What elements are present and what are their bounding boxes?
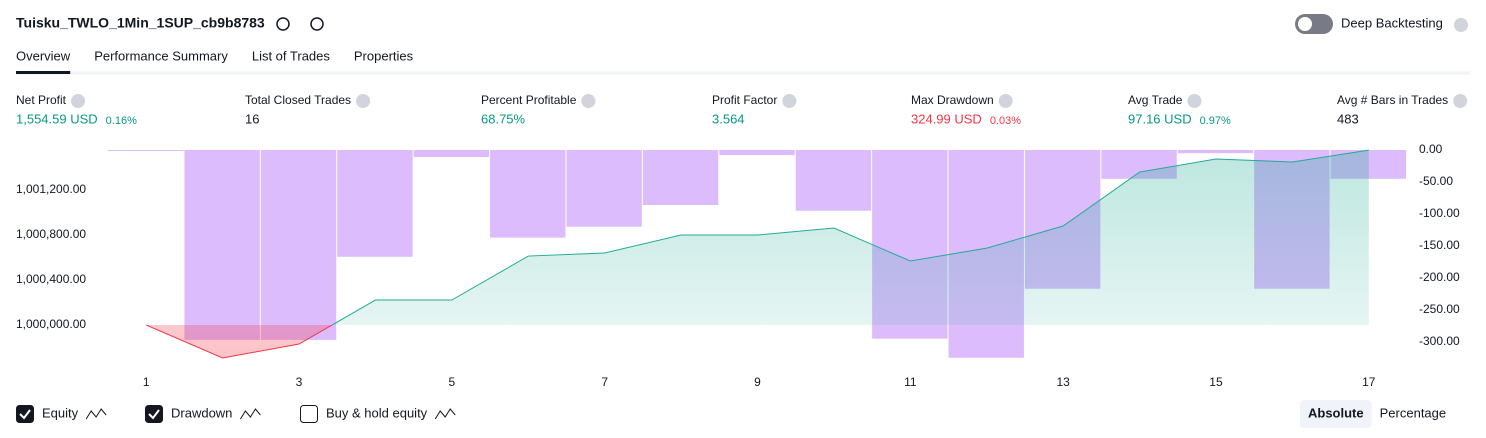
x-tick-label: 11 xyxy=(904,375,917,389)
toggle-label: Deep Backtesting xyxy=(1341,15,1443,30)
x-tick-label: 7 xyxy=(601,375,608,389)
drawdown-bar xyxy=(719,150,795,156)
metric-pct: 0.16% xyxy=(106,115,137,127)
drawdown-bar xyxy=(1177,150,1254,154)
y-tick-label: 1,000,000.00 xyxy=(16,317,86,331)
y-tick-label: 1,000,400.00 xyxy=(16,272,86,286)
metric-value: 68.75% xyxy=(481,111,526,126)
metric-label: Avg Trade xyxy=(1128,93,1183,107)
drawdown-bar xyxy=(490,150,566,238)
drawdown-bar xyxy=(566,150,642,227)
tab[interactable]: Properties xyxy=(354,48,414,63)
drawdown-bar xyxy=(108,150,184,151)
drawdown-bar xyxy=(184,150,260,340)
drawdown-bar xyxy=(337,150,413,257)
x-tick-label: 3 xyxy=(296,375,303,389)
tab-underline xyxy=(16,71,71,74)
x-tick-label: 9 xyxy=(754,375,761,389)
metric-label: Max Drawdown xyxy=(911,93,994,107)
drawdown-bar xyxy=(260,150,337,340)
checkbox[interactable] xyxy=(300,405,318,423)
checkbox[interactable] xyxy=(16,405,34,423)
x-tick-label: 17 xyxy=(1362,375,1376,389)
x-tick-label: 1 xyxy=(143,375,150,389)
info-icon[interactable] xyxy=(71,94,86,108)
drawdown-bar xyxy=(642,150,719,205)
tab[interactable]: Performance Summary xyxy=(94,48,228,63)
metric-value: 1,554.59 USD xyxy=(16,111,98,126)
y2-tick-label: 0.00 xyxy=(1419,142,1443,156)
y2-tick-label: -250.00 xyxy=(1419,302,1460,316)
metric-value: 324.99 USD xyxy=(911,111,982,126)
mode-button[interactable] xyxy=(1300,400,1372,428)
info-icon[interactable] xyxy=(998,94,1013,108)
info-icon[interactable] xyxy=(1453,94,1468,108)
metric-label: Total Closed Trades xyxy=(245,93,351,107)
metric-value: 97.16 USD xyxy=(1128,111,1192,126)
tab[interactable]: Overview xyxy=(16,48,71,63)
equity-line xyxy=(146,149,1369,326)
settings-icon[interactable] xyxy=(276,17,290,31)
x-tick-label: 15 xyxy=(1209,375,1223,389)
metric-label: Net Profit xyxy=(16,93,67,107)
y2-tick-label: -50.00 xyxy=(1419,174,1453,188)
legend-icon xyxy=(85,408,107,420)
legend: Equity Drawdown Buy & hold equity Absolute P… xyxy=(16,400,1447,428)
metrics: Net Profit 1,554.59 USD 0.16% Total Closed … xyxy=(16,93,1468,127)
checkmark xyxy=(148,409,160,420)
metric-pct: 0.97% xyxy=(1200,115,1231,127)
mode-button-label[interactable]: Percentage xyxy=(1380,405,1447,420)
info-icon[interactable] xyxy=(782,94,797,108)
metric-pct: 0.03% xyxy=(990,115,1021,127)
x-tick-label: 5 xyxy=(449,375,456,389)
x-tick-label: 13 xyxy=(1056,375,1070,389)
mode-button-label[interactable]: Absolute xyxy=(1308,405,1364,420)
y2-tick-label: -200.00 xyxy=(1419,270,1460,284)
legend-label: Equity xyxy=(42,405,79,420)
help-icon[interactable] xyxy=(1454,18,1468,32)
metric-label: Avg # Bars in Trades xyxy=(1337,93,1448,107)
legend-label: Drawdown xyxy=(171,405,232,420)
tabs: Overview Performance Summary List of Trade… xyxy=(16,48,414,74)
metric-value: 3.564 xyxy=(712,111,745,126)
alert-icon[interactable] xyxy=(310,17,324,31)
toggle-knob xyxy=(1298,17,1312,31)
equity-area-below xyxy=(146,325,1369,358)
info-icon[interactable] xyxy=(581,94,596,108)
checkbox[interactable] xyxy=(145,405,163,423)
drawdown-bar xyxy=(795,150,872,211)
equity-area xyxy=(332,150,1369,326)
metric-value: 483 xyxy=(1337,111,1359,126)
y-tick-label: 1,000,800.00 xyxy=(16,227,86,241)
y2-tick-label: -150.00 xyxy=(1419,238,1460,252)
metric-label: Profit Factor xyxy=(712,93,777,107)
y2-tick-label: -300.00 xyxy=(1419,334,1460,348)
info-icon[interactable] xyxy=(1187,94,1202,108)
y2-tick-label: -100.00 xyxy=(1419,206,1460,220)
legend-icon xyxy=(434,408,456,420)
y-tick-label: 1,001,200.00 xyxy=(16,182,86,196)
checkmark xyxy=(19,409,31,420)
chart: 1,000,000.00 1,000,400.00 1,000,800.00 1,00… xyxy=(16,142,1460,389)
tab[interactable]: List of Trades xyxy=(252,48,331,63)
drawdown-bar xyxy=(413,150,490,158)
legend-icon xyxy=(239,408,261,420)
legend-label: Buy & hold equity xyxy=(326,405,428,420)
metric-value: 16 xyxy=(245,111,259,126)
strategy-title: Tuisku_TWLO_1Min_1SUP_cb9b8783 xyxy=(16,15,265,31)
metric-label: Percent Profitable xyxy=(481,93,577,107)
info-icon[interactable] xyxy=(356,94,371,108)
